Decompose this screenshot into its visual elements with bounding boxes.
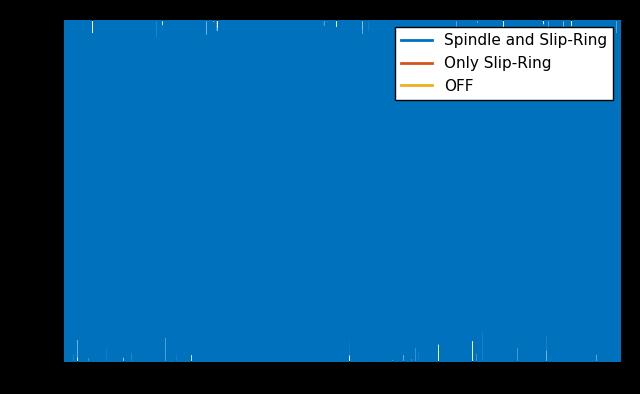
Legend: Spindle and Slip-Ring, Only Slip-Ring, OFF: Spindle and Slip-Ring, Only Slip-Ring, O… — [395, 27, 613, 100]
